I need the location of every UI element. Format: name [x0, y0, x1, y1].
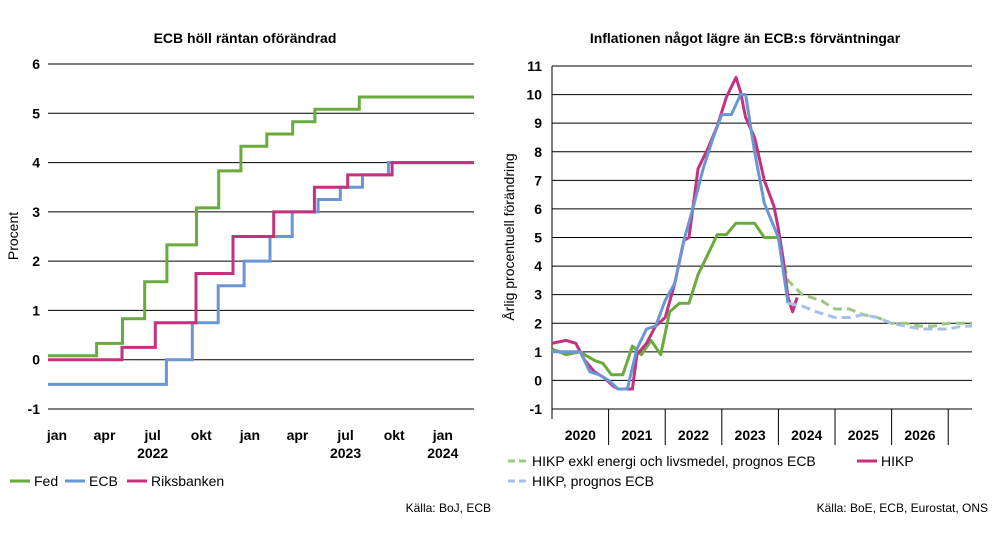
x-tick-label: 2021: [621, 427, 652, 443]
right-y-tick-labels: -1 0 1 2 3 4 5 6 7 8 9 10 11: [526, 58, 542, 417]
x-year-label: 2022: [137, 445, 168, 461]
left-legend: Fed ECB Riksbanken: [10, 473, 224, 489]
x-tick-label: apr: [94, 427, 116, 443]
x-tick-label: 2025: [848, 427, 879, 443]
x-tick-label: jan: [239, 427, 260, 443]
y-tick-label: 0: [534, 372, 542, 388]
y-tick-label: 2: [534, 315, 542, 331]
series-hikp-exkl-energi-och-livsmedel-prognos-ecb: [551, 221, 779, 377]
y-tick-label: 0: [32, 352, 40, 368]
y-tick-label: 4: [32, 155, 40, 171]
y-tick-label: 5: [32, 105, 40, 121]
series-riksbanken: [48, 161, 474, 362]
y-tick-label: 1: [534, 344, 542, 360]
series-hikp-prognos-ecb-prognos: [787, 301, 972, 331]
y-tick-label: 5: [534, 230, 542, 246]
y-tick-label: -1: [530, 401, 543, 417]
y-tick-label: 3: [32, 204, 40, 220]
y-tick-label: 6: [32, 56, 40, 72]
legend-label-hikp: HIKP: [881, 453, 914, 469]
y-tick-label: 10: [526, 87, 542, 103]
x-tick-label: 2023: [735, 427, 766, 443]
right-gridlines: [551, 65, 972, 445]
y-tick-label: 3: [534, 287, 542, 303]
left-source-note: Källa: BoJ, ECB: [406, 501, 491, 515]
left-chart: ECB höll räntan oförändrad Procent -1 0 1 2…: [5, 30, 491, 515]
x-tick-label: apr: [287, 427, 309, 443]
x-tick-label: 2024: [791, 427, 822, 443]
x-tick-label: okt: [191, 427, 212, 443]
legend-label-hikp-exkl-prognos: HIKP exkl energi och livsmedel, prognos …: [532, 453, 816, 469]
x-tick-label: 2022: [678, 427, 709, 443]
series-hikp-exkl-energi-och-livsmedel-prognos-ecb-prognos: [776, 237, 972, 328]
series-hikp-prognos-ecb: [552, 93, 790, 391]
x-year-label: 2023: [330, 445, 361, 461]
right-x-tick-labels: 2020 2021 2022 2023 2024 2025 2026: [565, 427, 936, 443]
x-tick-label: okt: [384, 427, 405, 443]
left-x-tick-labels: jan apr jul okt jan apr jul okt jan 2022 2023 2024: [46, 427, 459, 461]
y-tick-label: 8: [534, 144, 542, 160]
right-y-axis-label: Årlig procentuell förändring: [501, 153, 517, 320]
y-tick-label: 11: [527, 58, 542, 74]
left-y-tick-labels: -1 0 1 2 3 4 5 6: [28, 56, 41, 417]
y-tick-label: 7: [534, 172, 542, 188]
y-tick-label: -1: [28, 401, 41, 417]
x-tick-label: 2026: [904, 427, 935, 443]
right-chart: Inflationen något lägre än ECB:s förvänt…: [501, 30, 988, 515]
series-ecb: [48, 161, 474, 386]
left-chart-title: ECB höll räntan oförändrad: [154, 30, 337, 46]
x-tick-label: jan: [46, 427, 67, 443]
x-tick-label: jul: [143, 427, 160, 443]
right-series: [551, 75, 972, 391]
x-tick-label: 2020: [565, 427, 596, 443]
y-tick-label: 4: [534, 258, 542, 274]
x-tick-label: jan: [432, 427, 453, 443]
right-legend: HIKP exkl energi och livsmedel, prognos …: [508, 453, 914, 489]
x-tick-label: jul: [336, 427, 353, 443]
legend-label-fed: Fed: [34, 473, 58, 489]
right-source-note: Källa: BoE, ECB, Eurostat, ONS: [817, 501, 988, 515]
y-tick-label: 1: [32, 302, 40, 318]
left-y-axis-label: Procent: [5, 212, 21, 260]
legend-label-ecb: ECB: [89, 473, 118, 489]
legend-label-riksbanken: Riksbanken: [151, 473, 224, 489]
y-tick-label: 2: [32, 253, 40, 269]
y-tick-label: 6: [534, 201, 542, 217]
left-series: [48, 95, 474, 386]
series-fed: [48, 95, 474, 358]
x-year-label: 2024: [427, 445, 458, 461]
right-chart-title: Inflationen något lägre än ECB:s förvänt…: [590, 30, 901, 46]
legend-label-hikp-prognos: HIKP, prognos ECB: [532, 473, 654, 489]
y-tick-label: 9: [534, 115, 542, 131]
